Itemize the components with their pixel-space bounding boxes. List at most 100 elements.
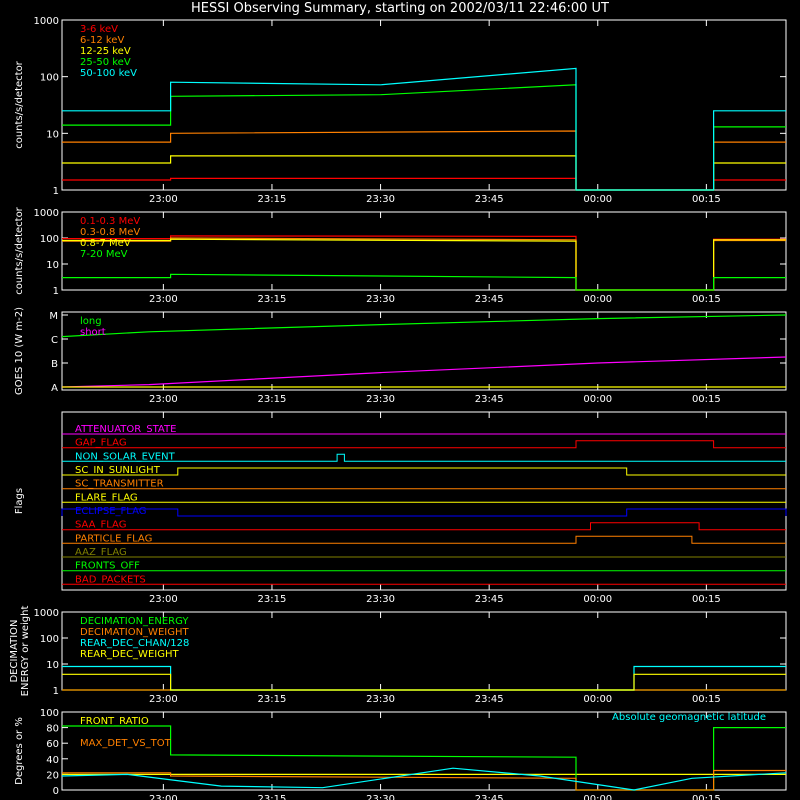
flag-label: BAD_PACKETS <box>75 574 146 585</box>
chart-title: HESSI Observing Summary, starting on 200… <box>191 1 609 16</box>
y-tick-label: 100 <box>40 708 59 719</box>
x-tick-label: 23:45 <box>475 694 504 705</box>
legend-entry: REAR_DEC_CHAN/128 <box>80 638 189 649</box>
y-tick-label: 1 <box>53 686 59 697</box>
legend-entry: 0.8-7 MeV <box>80 238 131 249</box>
x-tick-label: 00:00 <box>583 794 612 800</box>
y-axis-label: GOES 10 (W m-2) <box>14 307 25 395</box>
series-line <box>62 725 786 791</box>
y-tick-label: 100 <box>40 634 59 645</box>
x-tick-label: 23:00 <box>149 294 178 305</box>
flag-label: ATTENUATOR_STATE <box>75 424 176 435</box>
series-line <box>62 769 786 791</box>
legend-entry: 50-100 keV <box>80 68 137 79</box>
x-tick-label: 00:15 <box>692 694 721 705</box>
flag-line <box>62 535 786 544</box>
legend-entry: 0.3-0.8 MeV <box>80 227 140 238</box>
y-tick-label: 100 <box>40 234 59 245</box>
legend-entry: 25-50 keV <box>80 57 131 68</box>
x-tick-label: 23:00 <box>149 394 178 405</box>
series-line <box>62 273 786 291</box>
x-tick-label: 23:45 <box>475 294 504 305</box>
y-axis-label: Flags <box>14 488 25 514</box>
legend-entry: 6-12 keV <box>80 35 124 46</box>
x-tick-label: 00:15 <box>692 794 721 800</box>
x-tick-label: 23:15 <box>258 594 287 605</box>
series-line <box>62 673 786 691</box>
x-tick-label: 23:45 <box>475 594 504 605</box>
y-axis-label: DECIMATION <box>9 619 20 682</box>
panel-frame <box>61 211 787 291</box>
legend-entry: 12-25 keV <box>80 46 131 57</box>
series-line <box>61 767 787 791</box>
x-tick-label: 00:00 <box>583 594 612 605</box>
series-line <box>62 67 786 191</box>
y-tick-label: 80 <box>46 724 59 735</box>
x-tick-label: 23:30 <box>366 194 395 205</box>
x-tick-label: 00:15 <box>692 294 721 305</box>
x-tick-label: 23:30 <box>366 794 395 800</box>
y-tick-label: 1000 <box>34 608 59 619</box>
flag-label: SAA_FLAG <box>75 520 126 531</box>
y-tick-label: 0 <box>53 786 59 797</box>
legend-entry: 7-20 MeV <box>80 249 128 260</box>
x-tick-label: 00:00 <box>583 694 612 705</box>
series-line <box>62 155 786 191</box>
x-tick-label: 23:30 <box>366 294 395 305</box>
y-tick-label: 10 <box>46 129 59 140</box>
panel-3: 23:00 23:15 23:30 23:45 00:00 00:15 Flags ATTEN… <box>14 411 787 605</box>
x-tick-label: 23:45 <box>475 394 504 405</box>
flag-label: NON_SOLAR_EVENT <box>75 451 176 462</box>
legend-entry: DECIMATION_ENERGY <box>80 616 189 627</box>
x-tick-label: 23:45 <box>475 794 504 800</box>
annotation: Absolute geomagnetic latitude <box>612 712 766 723</box>
flag-line <box>61 508 787 517</box>
y-tick-label: 1 <box>53 286 59 297</box>
x-tick-label: 00:15 <box>692 194 721 205</box>
x-tick-label: 23:00 <box>149 794 178 800</box>
panel-2: 23:00 23:15 23:30 23:45 00:00 00:15 GOES 10 (W… <box>14 307 787 405</box>
panel-frame <box>61 711 787 791</box>
y-tick-label: 1000 <box>34 16 59 27</box>
x-tick-label: 23:30 <box>366 594 395 605</box>
y-tick-label: 10 <box>46 260 59 271</box>
flag-label: SC_IN_SUNLIGHT <box>75 465 161 476</box>
legend-entry: 3-6 keV <box>80 24 118 35</box>
legend-entry: REAR_DEC_WEIGHT <box>80 649 179 660</box>
y-tick-label: 100 <box>40 73 59 84</box>
y-tick-label: M <box>49 311 58 322</box>
legend-entry: FRONT_RATIO <box>80 716 149 727</box>
flag-label: FRONTS_OFF <box>75 561 140 572</box>
panel-5: 23:00 23:15 23:30 23:45 00:00 00:15 Degrees or… <box>14 708 787 800</box>
series-line <box>61 356 787 388</box>
legend-entry: short <box>80 327 106 338</box>
panel-frame <box>61 411 787 591</box>
flag-line <box>62 522 786 531</box>
x-tick-label: 23:30 <box>366 394 395 405</box>
y-tick-label: 60 <box>46 739 59 750</box>
y-tick-label: 40 <box>46 755 59 766</box>
y-tick-label: 1 <box>53 186 59 197</box>
x-tick-label: 23:15 <box>258 794 287 800</box>
y-tick-label: 20 <box>46 770 59 781</box>
x-tick-label: 00:15 <box>692 594 721 605</box>
flag-line <box>62 440 786 449</box>
y-axis-label: counts/s/detector <box>14 206 25 294</box>
x-tick-label: 00:00 <box>583 194 612 205</box>
y-tick-label: C <box>51 335 58 346</box>
y-axis-label: ENERGY or weight <box>20 606 31 697</box>
y-axis-label: counts/s/detector <box>14 60 25 148</box>
series-line <box>61 314 787 338</box>
flag-label: GAP_FLAG <box>75 438 127 449</box>
x-tick-label: 00:00 <box>583 294 612 305</box>
y-tick-label: 1000 <box>34 208 59 219</box>
x-tick-label: 23:15 <box>258 194 287 205</box>
flag-line <box>62 467 786 476</box>
x-tick-label: 23:30 <box>366 694 395 705</box>
flag-line <box>62 453 786 462</box>
series-line <box>62 235 786 291</box>
y-tick-label: A <box>51 383 58 394</box>
legend-entry: long <box>80 316 102 327</box>
x-tick-label: 23:00 <box>149 194 178 205</box>
legend-entry: 0.1-0.3 MeV <box>80 216 140 227</box>
